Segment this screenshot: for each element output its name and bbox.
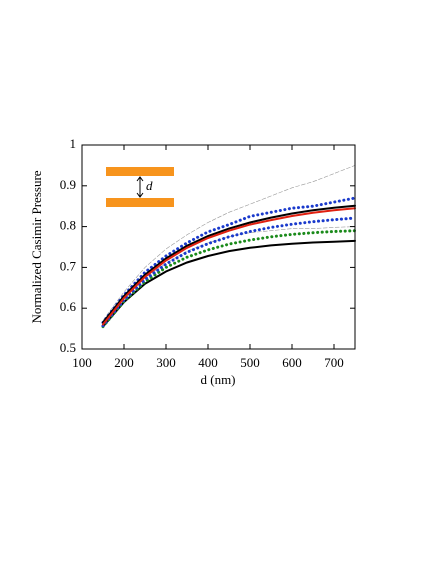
series-line <box>102 239 356 328</box>
series-line <box>102 165 356 321</box>
x-tick-label: 400 <box>198 355 218 370</box>
x-tick-label: 100 <box>72 355 92 370</box>
y-tick-label: 0.5 <box>60 340 76 355</box>
y-tick-label: 0.6 <box>60 299 77 314</box>
y-tick-label: 0.7 <box>60 258 77 273</box>
plot-frame <box>81 144 356 350</box>
x-tick-label: 200 <box>114 355 134 370</box>
y-axis-label: Normalized Casimir Pressure <box>29 170 44 323</box>
plate <box>106 167 174 176</box>
x-tick-label: 500 <box>240 355 260 370</box>
gap-label: d <box>146 178 153 193</box>
arrow-heads <box>136 176 144 198</box>
series-line <box>101 229 357 329</box>
series-line <box>101 196 357 324</box>
plate <box>106 198 174 207</box>
x-tick-label: 700 <box>324 355 344 370</box>
y-tick-label: 0.8 <box>60 218 76 233</box>
x-tick-label: 300 <box>156 355 176 370</box>
y-tick-label: 1 <box>70 136 77 151</box>
y-tick-label: 0.9 <box>60 177 76 192</box>
series-line <box>102 207 356 326</box>
series-line <box>101 216 357 328</box>
series-line <box>102 204 356 324</box>
x-axis-label: d (nm) <box>200 372 235 387</box>
x-tick-label: 600 <box>282 355 302 370</box>
